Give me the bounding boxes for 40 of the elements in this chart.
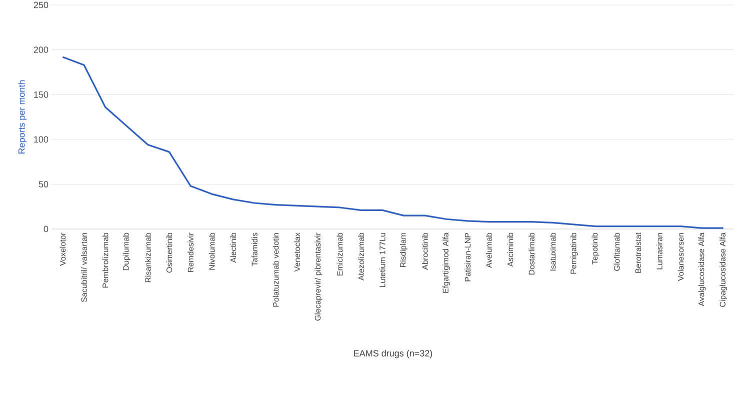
x-tick-label: Alectinib bbox=[230, 232, 236, 263]
x-tick-label: Abrocitinib bbox=[422, 232, 428, 270]
y-tick-label: 50 bbox=[38, 181, 48, 188]
x-tick-label: Cipaglucosidase Alfa bbox=[720, 232, 728, 307]
x-tick-label: Nivolumab bbox=[208, 232, 215, 270]
y-tick-label: 150 bbox=[34, 91, 48, 98]
x-tick-label: Volanesorsen bbox=[678, 233, 684, 281]
x-tick-label: Berotralstat bbox=[635, 232, 642, 273]
x-tick-label: Avalglucosidase Alfa bbox=[698, 232, 706, 306]
x-tick-label: Dostarlimab bbox=[528, 232, 534, 275]
x-tick-label: Osimertinib bbox=[166, 232, 172, 273]
x-tick-label: Tafamidis bbox=[252, 232, 258, 266]
x-tick-label: Polatuzumab vedotin bbox=[272, 233, 279, 307]
y-axis-title: Reports per month bbox=[18, 80, 27, 154]
x-tick-label: Voxelotor bbox=[60, 232, 66, 266]
y-tick-label: 100 bbox=[34, 136, 48, 143]
x-tick-label: Atezolizumab bbox=[358, 232, 364, 281]
x-tick-label: Tepotinib bbox=[592, 232, 600, 264]
x-tick-label: Risankizumab bbox=[144, 232, 151, 282]
x-tick-label: Patisiran-LNP bbox=[464, 232, 471, 282]
x-tick-label: Lutetium 177Lu bbox=[379, 233, 386, 288]
x-tick-label: Glecaprevir/ pibrentasivir bbox=[314, 232, 322, 321]
x-tick-label: Isatuximab bbox=[550, 232, 556, 270]
x-tick-label: Pemigatinib bbox=[570, 232, 578, 274]
x-tick-label: Glofitamab bbox=[614, 232, 620, 271]
y-tick-label: 250 bbox=[34, 2, 48, 8]
x-tick-label: Avelumab bbox=[486, 232, 492, 268]
x-tick-label: Sacubitril/ valsartan bbox=[81, 233, 87, 302]
x-tick-label: Dupilumab bbox=[122, 232, 130, 270]
x-tick-label: Risdiplam bbox=[400, 233, 408, 267]
x-tick-label: Pembrolizumab bbox=[102, 232, 108, 288]
y-tick-label: 200 bbox=[34, 46, 48, 53]
x-axis-title: EAMS drugs (n=32) bbox=[354, 350, 432, 358]
x-tick-label: Lumasiran bbox=[656, 233, 662, 270]
x-tick-label: Emicizumab bbox=[336, 232, 343, 276]
y-tick-label: 0 bbox=[44, 226, 48, 232]
x-tick-label: Efgartigimod Alfa bbox=[442, 232, 450, 293]
x-tick-label: Remdesivir bbox=[188, 232, 194, 272]
x-tick-label: Asciminib bbox=[507, 232, 514, 267]
x-tick-label: Venetoclax bbox=[294, 232, 300, 272]
